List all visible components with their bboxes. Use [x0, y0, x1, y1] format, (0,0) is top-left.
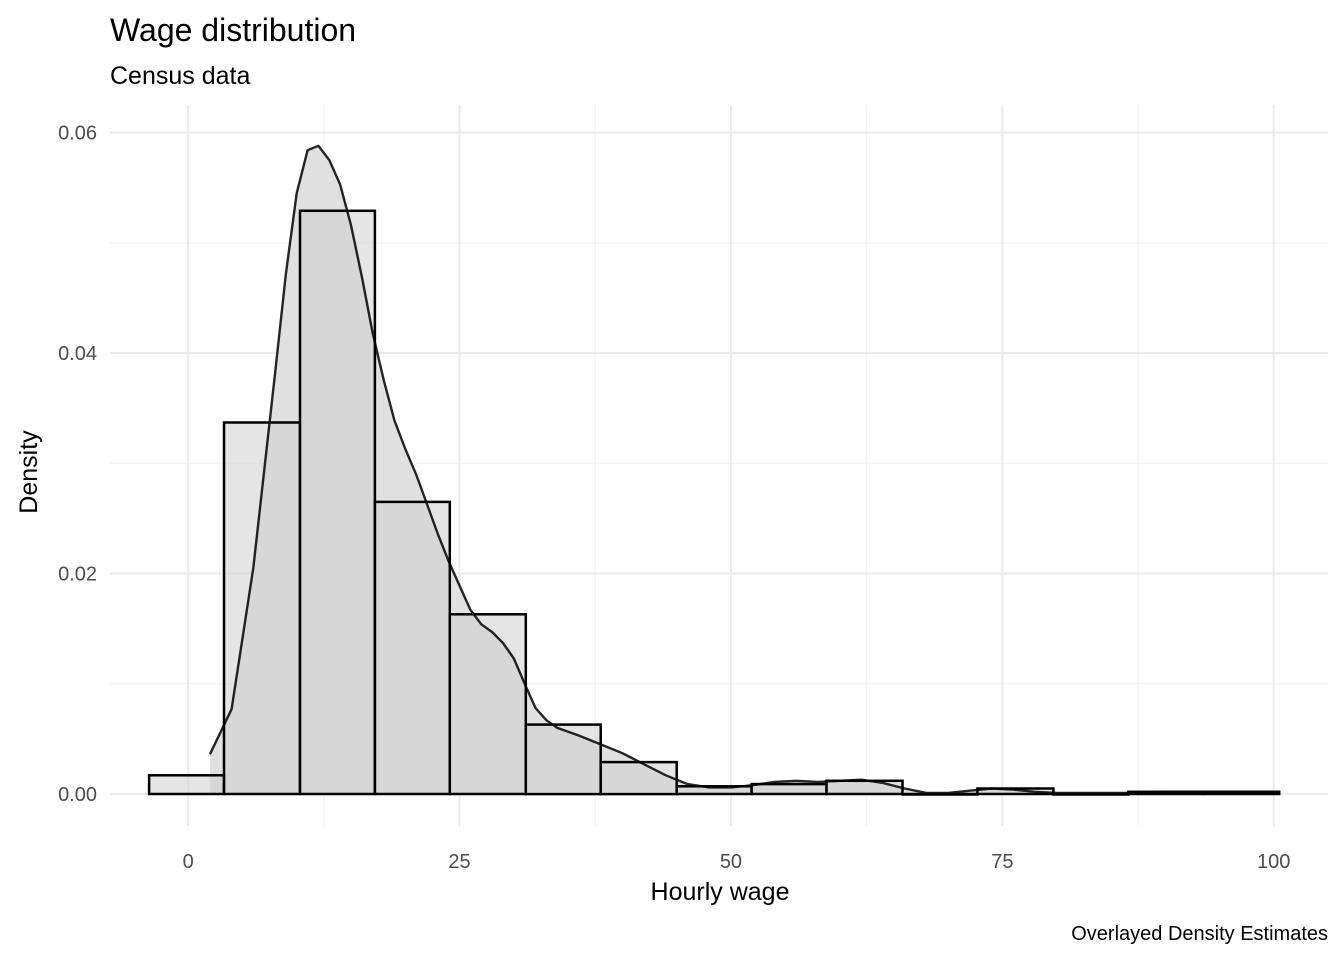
x-tick-label: 100: [1257, 851, 1290, 873]
x-tick-label: 50: [720, 851, 742, 873]
histogram-bar: [222, 421, 302, 796]
histogram-bar: [976, 787, 1055, 796]
histogram-bar: [825, 779, 904, 796]
histogram-bar: [147, 774, 226, 796]
x-tick-label: 25: [448, 851, 470, 873]
histogram-bar: [448, 613, 528, 796]
y-axis-ticks: 0.00 0.02 0.04 0.06: [58, 123, 97, 806]
chart-subtitle: Census data: [110, 62, 250, 90]
chart-title: Wage distribution: [110, 12, 356, 48]
x-tick-label: 75: [991, 851, 1013, 873]
y-tick-label: 0.04: [58, 343, 97, 365]
histogram-bar: [373, 500, 452, 796]
x-axis-label: Hourly wage: [651, 878, 790, 906]
chart-caption: Overlayed Density Estimates: [1071, 923, 1328, 945]
histogram-bar: [750, 782, 828, 796]
y-tick-label: 0.00: [58, 784, 97, 806]
y-tick-label: 0.06: [58, 123, 97, 145]
density-curve: [208, 144, 1274, 795]
histogram-bar: [298, 209, 377, 796]
y-tick-label: 0.02: [58, 564, 97, 586]
x-axis-ticks: 0 25 50 75 100: [183, 851, 1291, 873]
density-line: [208, 144, 1274, 795]
histogram-bars: [147, 209, 1281, 796]
histogram-bar: [599, 760, 678, 796]
x-tick-label: 0: [183, 851, 194, 873]
histogram-bar: [524, 723, 602, 796]
y-axis-label: Density: [15, 430, 43, 514]
